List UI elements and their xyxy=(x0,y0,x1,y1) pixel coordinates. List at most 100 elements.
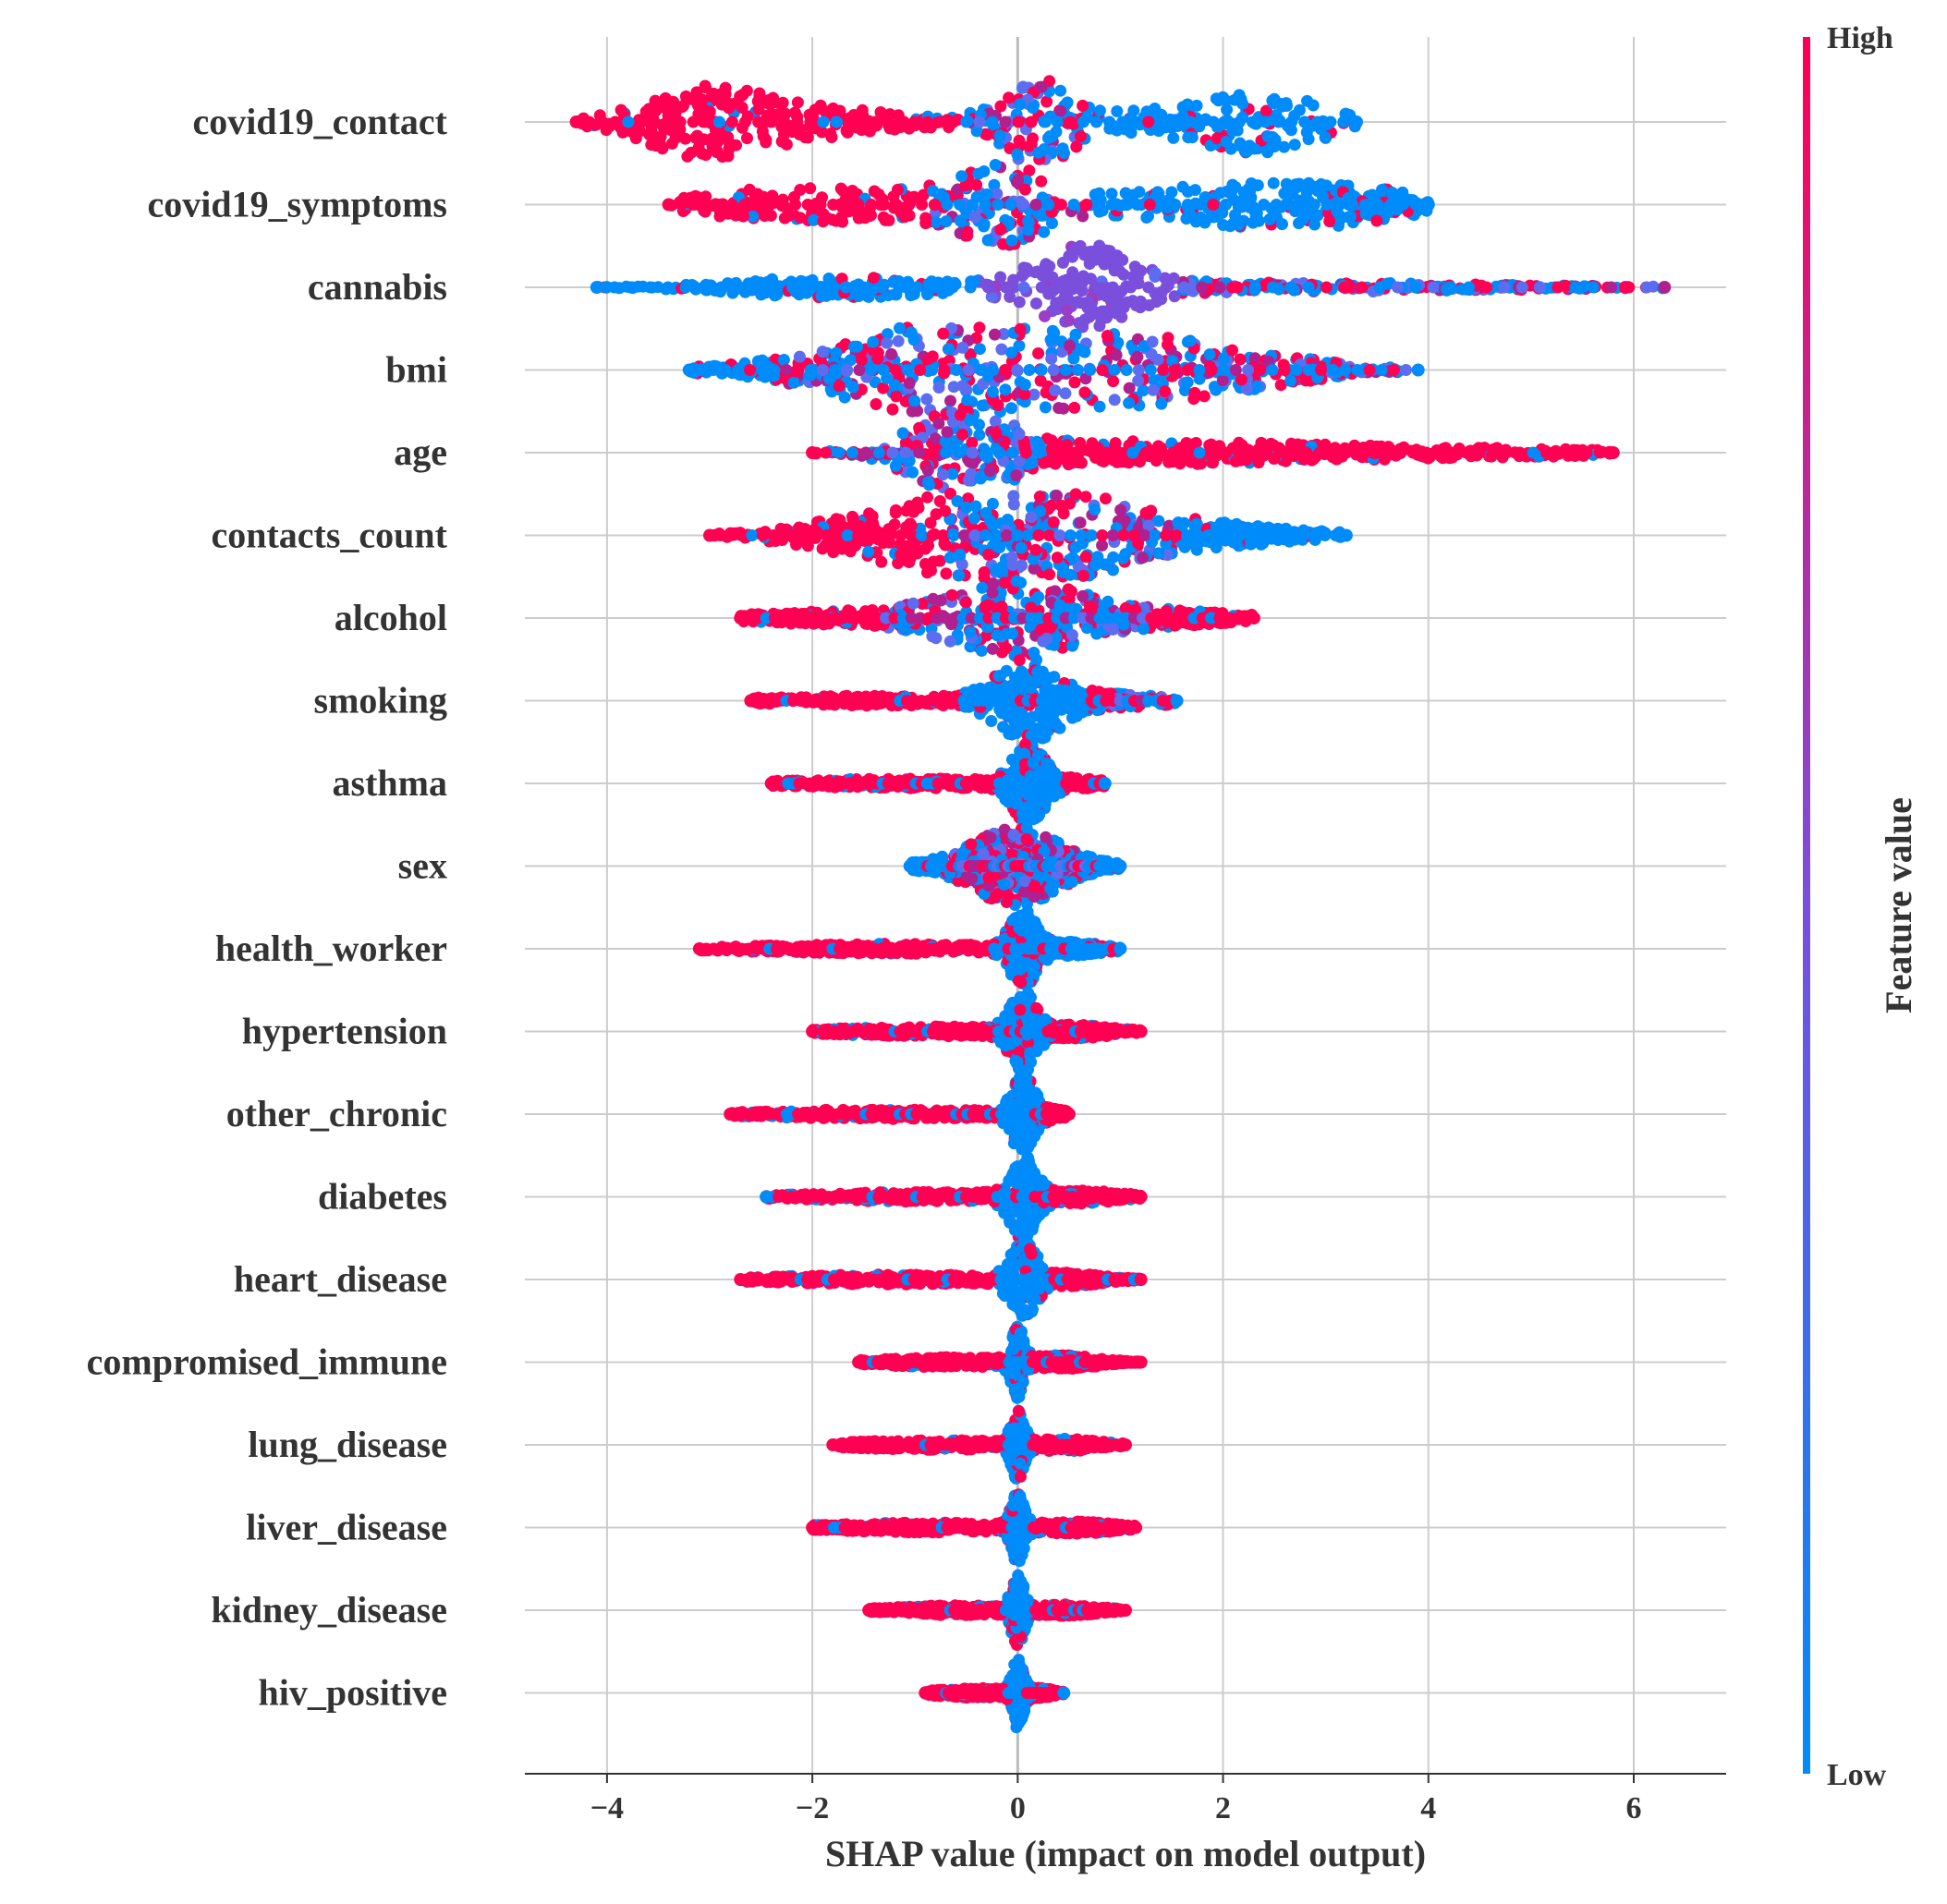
shap-point xyxy=(979,199,992,211)
shap-point xyxy=(1272,115,1285,128)
shap-point xyxy=(1107,551,1120,564)
shap-point xyxy=(777,529,790,541)
shap-point xyxy=(1117,529,1130,541)
shap-point xyxy=(1207,115,1220,128)
shap-point xyxy=(970,125,983,138)
beeswarm-points xyxy=(569,75,1672,1734)
shap-point xyxy=(816,346,829,358)
shap-point xyxy=(1400,364,1412,376)
shap-point xyxy=(846,510,858,523)
shap-point xyxy=(596,115,609,128)
shap-point xyxy=(820,529,833,541)
shap-point xyxy=(960,502,973,514)
shap-point xyxy=(822,273,835,285)
shap-point xyxy=(569,115,583,128)
shap-point xyxy=(1276,218,1288,231)
shap-point xyxy=(1338,281,1351,294)
shap-point xyxy=(1444,281,1457,294)
shap-point xyxy=(1527,446,1539,459)
shap-point xyxy=(932,417,945,430)
shap-point xyxy=(804,364,817,376)
shap-point xyxy=(1123,396,1136,409)
shap-point xyxy=(1144,364,1157,376)
shap-point xyxy=(914,364,927,376)
shap-point xyxy=(1167,272,1180,285)
shap-point xyxy=(856,115,869,128)
shap-point xyxy=(1308,199,1320,211)
shap-point xyxy=(1346,199,1359,211)
shap-point xyxy=(993,129,1006,142)
shap-point xyxy=(836,184,849,197)
shap-point xyxy=(699,79,712,92)
shap-point xyxy=(804,115,817,128)
shap-point xyxy=(1005,346,1017,359)
shap-point xyxy=(839,199,852,211)
shap-point xyxy=(1167,131,1180,144)
shap-point xyxy=(1160,281,1173,294)
shap-point xyxy=(960,115,973,128)
shap-point xyxy=(1289,178,1302,191)
shap-point xyxy=(1290,364,1303,376)
shap-point xyxy=(794,212,807,224)
shap-point xyxy=(1054,84,1067,97)
shap-point xyxy=(1059,364,1072,376)
shap-point xyxy=(634,125,646,138)
shap-point xyxy=(1353,446,1366,459)
shap-point xyxy=(1326,446,1339,459)
shap-point xyxy=(827,199,840,211)
shap-point xyxy=(852,199,865,211)
shap-point xyxy=(1023,364,1036,376)
shap-point xyxy=(1067,352,1080,365)
shap-point xyxy=(975,644,988,657)
shap-point xyxy=(1212,529,1225,541)
shap-point xyxy=(964,625,977,638)
shap-point xyxy=(1162,338,1174,351)
shap-point xyxy=(1240,145,1253,158)
shap-point xyxy=(583,115,596,128)
shap-point xyxy=(645,127,658,139)
shap-point xyxy=(1067,199,1080,211)
shap-point xyxy=(927,185,940,198)
shap-point xyxy=(978,218,991,231)
shap-point xyxy=(1013,428,1026,441)
shap-point xyxy=(968,211,981,224)
shap-point xyxy=(1111,105,1124,117)
shap-point xyxy=(870,398,882,410)
shap-point xyxy=(994,224,1007,236)
shap-point xyxy=(1409,281,1422,294)
shap-point xyxy=(1023,164,1036,177)
shap-point xyxy=(1252,214,1265,227)
shap-point xyxy=(1184,334,1197,347)
shap-point xyxy=(1022,216,1035,229)
shap-point xyxy=(1234,137,1247,150)
shap-point xyxy=(1038,115,1051,128)
shap-point xyxy=(703,528,716,542)
shap-point xyxy=(995,343,1008,356)
shap-point xyxy=(702,106,715,118)
shap-point xyxy=(1267,281,1280,294)
shap-point xyxy=(1061,304,1073,317)
shap-point xyxy=(965,177,977,190)
shap-point xyxy=(743,183,756,196)
shap-point xyxy=(1498,281,1511,294)
shap-point xyxy=(990,564,1003,576)
shap-point xyxy=(980,188,993,200)
shap-point xyxy=(940,567,953,580)
shap-point xyxy=(1284,374,1297,387)
shap-point xyxy=(1045,352,1058,365)
shap-point xyxy=(1015,665,1028,678)
shap-point xyxy=(1013,296,1026,309)
shap-point xyxy=(1307,99,1320,112)
shap-point xyxy=(867,335,880,348)
shap-point xyxy=(816,364,829,376)
shap-point xyxy=(1014,718,1027,730)
shap-point xyxy=(1327,364,1340,376)
shap-point xyxy=(938,364,951,376)
shap-point xyxy=(734,612,748,625)
shap-point xyxy=(980,506,992,519)
shap-point xyxy=(1190,99,1203,112)
shap-point xyxy=(947,381,960,394)
shap-point xyxy=(1051,115,1064,128)
shap-point xyxy=(986,115,999,128)
